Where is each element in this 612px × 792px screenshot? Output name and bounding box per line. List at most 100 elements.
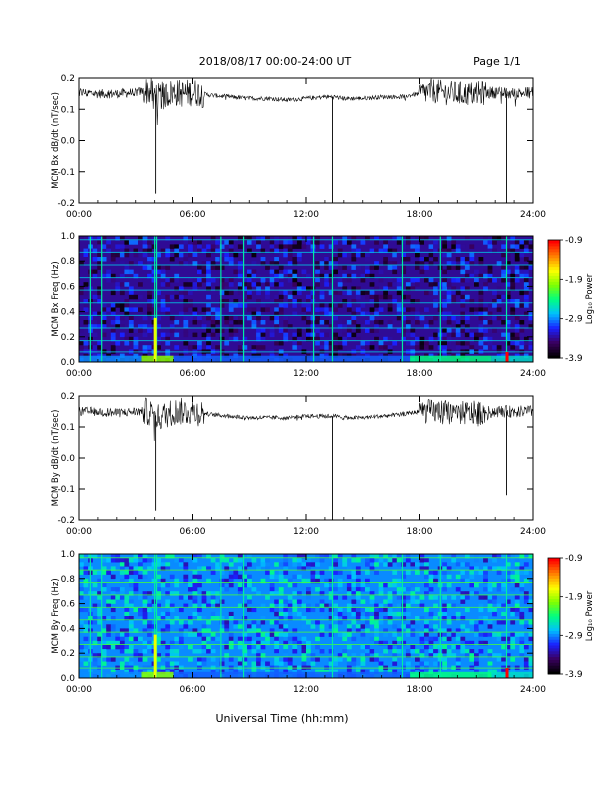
spectrogram-cell (351, 587, 357, 592)
spectrogram-cell (387, 603, 393, 608)
spectrogram-cell (369, 282, 375, 287)
spectrogram-cell (487, 607, 493, 613)
spectrogram-cell (351, 661, 357, 666)
spectrogram-cell (165, 644, 171, 650)
spectrogram-cell (342, 328, 348, 333)
spectrogram-cell (483, 587, 488, 592)
spectrogram-cell (219, 570, 225, 575)
spectrogram-cell (510, 640, 516, 646)
spectrogram-cell (101, 653, 107, 658)
spectrogram-cell (160, 628, 166, 633)
spectrogram-cell (278, 328, 284, 333)
spectrogram-cell (451, 595, 457, 600)
spectrogram-cell (333, 290, 338, 296)
spectrogram-cell (455, 636, 461, 642)
spectrogram-cell (101, 558, 107, 563)
spectrogram-cell (478, 324, 484, 329)
spectrogram-cell (97, 620, 102, 625)
spectrogram-cell (510, 620, 516, 625)
spectrogram-cell (110, 554, 116, 559)
spectrogram-cell (474, 628, 479, 633)
colorbar-step (548, 607, 560, 611)
spectrogram-cell (151, 624, 157, 629)
spectrogram-cell (310, 286, 316, 291)
spectrogram-cell (369, 248, 375, 254)
spectrogram-cell (283, 649, 289, 654)
spectrogram-cell (396, 303, 402, 308)
spectrogram-cell (165, 661, 171, 666)
spectrogram-cell (260, 307, 266, 312)
spectrogram-cell (365, 236, 370, 241)
spectrogram-cell (138, 278, 143, 283)
spectrogram-cell (337, 324, 343, 329)
spectrogram-cell (128, 290, 134, 296)
colorbar-step (548, 621, 560, 626)
spectrogram-cell (224, 252, 230, 258)
spectrogram-cell (374, 303, 379, 308)
spectrogram-cell (128, 294, 134, 300)
spectrogram-cell (287, 278, 293, 283)
spectrogram-cell (369, 299, 375, 304)
spectrogram-cell (142, 574, 148, 580)
spectrogram-cell (428, 244, 434, 249)
spectrogram-cell (283, 607, 289, 613)
y-tick-label: 0.8 (61, 575, 76, 585)
spectrogram-cell (474, 332, 479, 338)
spectrogram-cell (256, 345, 261, 350)
spectrogram-cell (219, 558, 225, 563)
spectrogram-cell (115, 640, 121, 646)
spectrogram-cell (365, 257, 370, 262)
spectrogram-cell (92, 294, 98, 300)
spectrogram-cell (106, 273, 111, 279)
spectrogram-cell (192, 616, 198, 621)
spectrogram-cell (274, 273, 279, 279)
spectrogram-cell (215, 554, 220, 559)
spectrogram-cell (342, 286, 348, 291)
spectrogram-cell (201, 644, 207, 650)
spectrogram-cell (210, 324, 216, 329)
spectrogram-cell (392, 236, 398, 241)
spectrogram-cell (365, 320, 370, 325)
spectrogram-cell (296, 290, 302, 296)
spectrogram-cell (369, 620, 375, 625)
spectrogram-cell (224, 566, 230, 571)
spectrogram-cell (396, 328, 402, 333)
spectrogram-cell (428, 570, 434, 575)
spectrogram-cell (387, 265, 393, 270)
spectrogram-cell (478, 636, 484, 642)
spectrogram-cell (188, 303, 193, 308)
spectrogram-cell (501, 566, 506, 571)
spectrogram-cell (183, 562, 189, 567)
spectrogram-cell (101, 582, 107, 588)
spectrogram-cell (387, 620, 393, 625)
spectrogram-cell (251, 261, 257, 266)
spectrogram-cell (301, 636, 307, 642)
spectrogram-cell (151, 278, 157, 283)
spectrogram-cell (119, 303, 125, 308)
spectrogram-cell (464, 653, 470, 658)
spectrogram-cell (97, 236, 102, 241)
spectrogram-cell (274, 591, 279, 596)
spectrogram-cell (133, 570, 139, 575)
spectrogram-cell (278, 252, 284, 258)
spectrogram-cell (283, 657, 289, 662)
spectrogram-cell (501, 252, 506, 258)
spectrogram-cell (487, 636, 493, 642)
spectrogram-cell (328, 236, 334, 241)
spectrogram-cell (160, 562, 166, 567)
colorbar-step (548, 581, 560, 585)
spectrogram-cell (301, 624, 307, 629)
spectrogram-cell (319, 345, 325, 350)
spectrogram-cell (165, 616, 171, 621)
colorbar-step (548, 322, 560, 327)
spectrogram-cell (519, 644, 525, 650)
spectrogram-cell (369, 294, 375, 300)
spectrogram-cell (483, 282, 488, 287)
spectrogram-cell (128, 582, 134, 588)
spectrogram-cell (337, 345, 343, 350)
spectrogram-cell (319, 554, 325, 559)
spectrogram-cell (487, 265, 493, 270)
spectrogram-cell (464, 640, 470, 646)
spectrogram-cell (183, 624, 189, 629)
spectrogram-cell (328, 603, 334, 608)
